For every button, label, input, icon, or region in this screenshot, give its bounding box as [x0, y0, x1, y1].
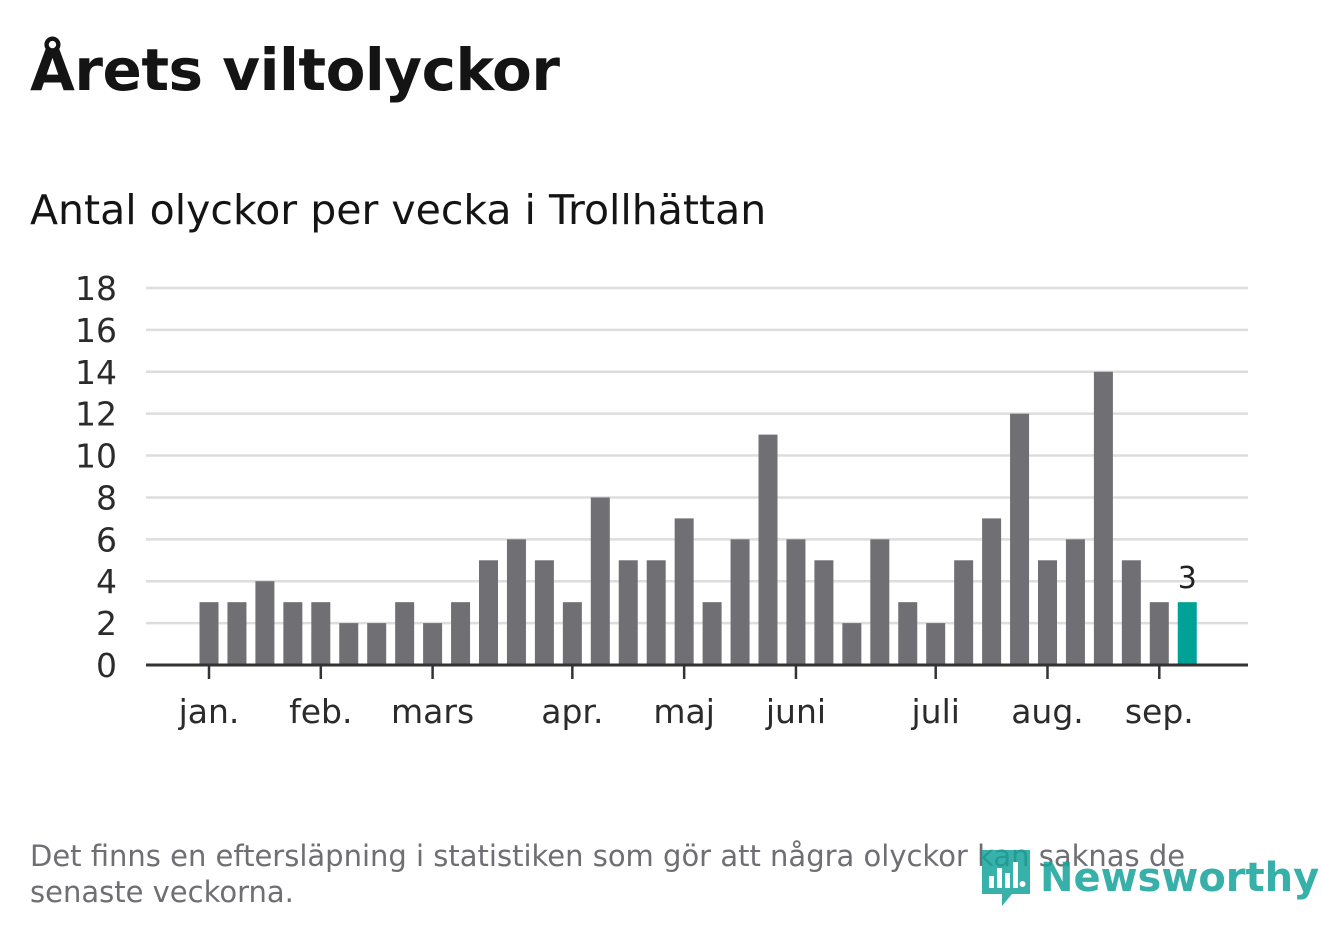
y-tick-label: 10: [75, 437, 117, 476]
bar: [227, 602, 247, 665]
bar: [1149, 602, 1169, 665]
x-tick-label: juli: [910, 692, 959, 731]
x-tick-label: aug.: [1011, 692, 1084, 731]
bar: [255, 581, 275, 665]
newsworthy-chart-icon: [982, 850, 1030, 906]
x-tick-label: juni: [765, 692, 826, 731]
newsworthy-logo: Newsworthy: [980, 846, 1319, 910]
y-tick-label: 0: [96, 646, 117, 685]
bar: [702, 602, 722, 665]
bar: [311, 602, 331, 665]
bar: [1093, 371, 1113, 665]
bar: [786, 539, 806, 665]
x-tick-label: maj: [653, 692, 715, 731]
bar: [199, 602, 219, 665]
bar: [506, 539, 526, 665]
logo-text: Newsworthy: [1040, 855, 1320, 901]
bar: [562, 602, 582, 665]
bar: [423, 623, 443, 665]
highlight-value-label: 3: [1178, 561, 1197, 596]
bar: [479, 560, 498, 665]
bar: [814, 560, 834, 665]
bar-highlight: [1177, 602, 1197, 665]
y-tick-label: 2: [96, 604, 117, 643]
bar: [1121, 560, 1141, 665]
y-tick-label: 18: [75, 269, 117, 308]
y-tick-label: 16: [75, 311, 117, 350]
bar: [898, 602, 918, 665]
bar: [1010, 413, 1030, 665]
x-tick-label: jan.: [178, 692, 240, 731]
chart-subtitle: Antal olyckor per vecka i Trollhättan: [30, 186, 767, 234]
bar: [842, 623, 862, 665]
bar: [1065, 539, 1085, 665]
bar: [451, 602, 471, 665]
bar: [618, 560, 638, 665]
y-tick-label: 8: [96, 478, 117, 517]
y-tick-label: 14: [75, 353, 117, 392]
bar: [730, 539, 750, 665]
bar: [395, 602, 415, 665]
x-tick-label: apr.: [541, 692, 603, 731]
bar: [534, 560, 554, 665]
bar: [758, 434, 778, 665]
x-tick-label: feb.: [289, 692, 352, 731]
bar: [870, 539, 890, 665]
bar: [590, 497, 610, 665]
bar: [367, 623, 387, 665]
bar: [926, 623, 946, 665]
bar: [646, 560, 666, 665]
bar: [954, 560, 974, 665]
bar: [339, 623, 359, 665]
bar: [1038, 560, 1057, 665]
x-tick-label: sep.: [1125, 692, 1194, 731]
bar: [674, 518, 694, 665]
y-tick-label: 6: [96, 520, 117, 559]
y-tick-label: 4: [96, 562, 117, 601]
chart-title: Årets viltolyckor: [30, 36, 560, 104]
y-tick-label: 12: [75, 395, 117, 434]
bar: [283, 602, 303, 665]
bar: [982, 518, 1002, 665]
x-tick-label: mars: [391, 692, 474, 731]
